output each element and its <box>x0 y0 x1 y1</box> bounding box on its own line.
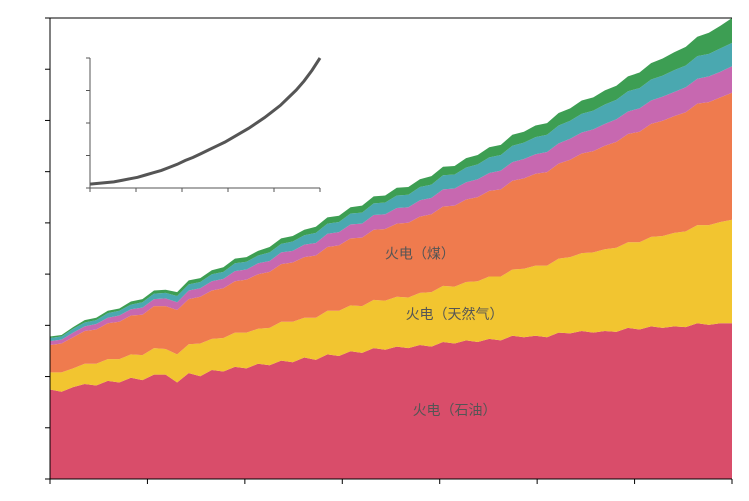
inset-bg <box>90 58 320 188</box>
stacked-area-chart: 火电（石油） 火电（天然气） 火电（煤） <box>0 0 749 501</box>
chart-canvas: 火电（石油） 火电（天然气） 火电（煤） <box>0 0 749 501</box>
series-label-1: 火电（天然气） <box>406 306 504 322</box>
series-label-0: 火电（石油） <box>413 402 497 418</box>
series-label-2: 火电（煤） <box>385 245 455 261</box>
